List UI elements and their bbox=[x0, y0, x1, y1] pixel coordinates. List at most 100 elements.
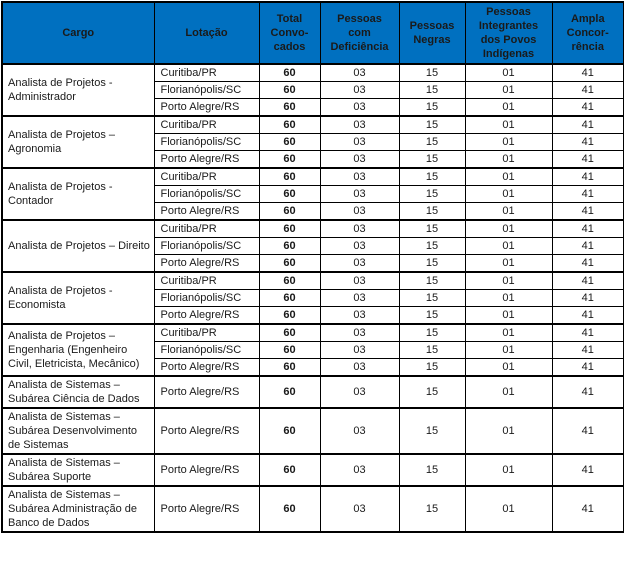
ampla-concorrencia-cell: 41 bbox=[551, 202, 624, 221]
table-row: Analista de Sistemas – Subárea Administr… bbox=[1, 485, 624, 533]
lotacao-cell: Porto Alegre/RS bbox=[153, 407, 260, 455]
cargo-cell: Analista de Projetos - Administrador bbox=[1, 63, 155, 117]
lotacao-cell: Florianópolis/SC bbox=[153, 81, 260, 99]
ampla-concorrencia-cell: 41 bbox=[551, 237, 624, 255]
total-convocados-cell: 60 bbox=[258, 341, 321, 359]
povos-indigenas-cell: 01 bbox=[464, 237, 553, 255]
pessoas-negras-cell: 15 bbox=[398, 185, 466, 203]
pessoas-com-deficiencia-cell: 03 bbox=[319, 453, 400, 487]
pessoas-negras-cell: 15 bbox=[398, 453, 466, 487]
pessoas-negras-cell: 15 bbox=[398, 407, 466, 455]
lotacao-cell: Porto Alegre/RS bbox=[153, 254, 260, 273]
pessoas-negras-cell: 15 bbox=[398, 289, 466, 307]
pessoas-negras-cell: 15 bbox=[398, 202, 466, 221]
total-convocados-cell: 60 bbox=[258, 115, 321, 134]
total-convocados-cell: 60 bbox=[258, 98, 321, 117]
pessoas-negras-cell: 15 bbox=[398, 485, 466, 533]
cargo-cell: Analista de Sistemas – Subárea Ciência d… bbox=[1, 375, 155, 409]
total-convocados-cell: 60 bbox=[258, 185, 321, 203]
table-row: Florianópolis/SC 60 03 15 01 41 bbox=[2, 81, 624, 99]
column-header-lotacao: Lotação bbox=[153, 1, 260, 65]
pessoas-negras-cell: 15 bbox=[398, 115, 466, 134]
cargo-cell: Analista de Sistemas – Subárea Administr… bbox=[1, 485, 155, 533]
total-convocados-cell: 60 bbox=[258, 485, 321, 533]
ampla-concorrencia-cell: 41 bbox=[551, 341, 624, 359]
lotacao-cell: Curitiba/PR bbox=[153, 63, 260, 82]
pessoas-com-deficiencia-cell: 03 bbox=[319, 185, 400, 203]
pessoas-com-deficiencia-cell: 03 bbox=[319, 202, 400, 221]
table-row: Florianópolis/SC 60 03 15 01 41 bbox=[2, 237, 624, 255]
pessoas-com-deficiencia-cell: 03 bbox=[319, 98, 400, 117]
table-row: Analista de Projetos - Administrador Curi… bbox=[1, 63, 624, 117]
ampla-concorrencia-cell: 41 bbox=[551, 323, 624, 342]
pessoas-com-deficiencia-cell: 03 bbox=[319, 115, 400, 134]
cargo-cell: Analista de Sistemas – Subárea Desenvolv… bbox=[1, 407, 155, 455]
pessoas-com-deficiencia-cell: 03 bbox=[319, 306, 400, 325]
column-header-indigenas: Pessoas Integrantes dos Povos Indígenas bbox=[464, 1, 553, 65]
ampla-concorrencia-cell: 41 bbox=[551, 289, 624, 307]
ampla-concorrencia-cell: 41 bbox=[551, 63, 624, 82]
cargo-cell: Analista de Projetos – Engenharia (Engen… bbox=[1, 323, 155, 377]
table-row: Analista de Projetos – Direito Curitiba/P… bbox=[1, 219, 624, 273]
povos-indigenas-cell: 01 bbox=[464, 485, 553, 533]
povos-indigenas-cell: 01 bbox=[464, 81, 553, 99]
povos-indigenas-cell: 01 bbox=[464, 407, 553, 455]
ampla-concorrencia-cell: 41 bbox=[551, 375, 624, 409]
total-convocados-cell: 60 bbox=[258, 254, 321, 273]
povos-indigenas-cell: 01 bbox=[464, 115, 553, 134]
table-row: Analista de Projetos – Engenharia (Engen… bbox=[1, 323, 624, 377]
cargo-cell: Analista de Projetos – Direito bbox=[1, 219, 155, 273]
table-row: Analista de Sistemas – Subárea Ciência d… bbox=[1, 375, 624, 409]
pessoas-com-deficiencia-cell: 03 bbox=[319, 485, 400, 533]
table-row: Florianópolis/SC 60 03 15 01 41 bbox=[2, 341, 624, 359]
ampla-concorrencia-cell: 41 bbox=[551, 115, 624, 134]
lotacao-cell: Porto Alegre/RS bbox=[153, 453, 260, 487]
povos-indigenas-cell: 01 bbox=[464, 254, 553, 273]
cargo-cell: Analista de Projetos - Economista bbox=[1, 271, 155, 325]
cargo-cell: Analista de Sistemas – Subárea Suporte bbox=[1, 453, 155, 487]
lotacao-cell: Florianópolis/SC bbox=[153, 185, 260, 203]
total-convocados-cell: 60 bbox=[258, 453, 321, 487]
povos-indigenas-cell: 01 bbox=[464, 306, 553, 325]
total-convocados-cell: 60 bbox=[258, 167, 321, 186]
lotacao-cell: Curitiba/PR bbox=[153, 167, 260, 186]
ampla-concorrencia-cell: 41 bbox=[551, 254, 624, 273]
povos-indigenas-cell: 01 bbox=[464, 219, 553, 238]
pessoas-negras-cell: 15 bbox=[398, 323, 466, 342]
cargo-cell: Analista de Projetos – Agronomia bbox=[1, 115, 155, 169]
povos-indigenas-cell: 01 bbox=[464, 289, 553, 307]
pessoas-negras-cell: 15 bbox=[398, 150, 466, 169]
ampla-concorrencia-cell: 41 bbox=[551, 485, 624, 533]
pessoas-com-deficiencia-cell: 03 bbox=[319, 150, 400, 169]
ampla-concorrencia-cell: 41 bbox=[551, 219, 624, 238]
pessoas-com-deficiencia-cell: 03 bbox=[319, 341, 400, 359]
ampla-concorrencia-cell: 41 bbox=[551, 306, 624, 325]
povos-indigenas-cell: 01 bbox=[464, 202, 553, 221]
convocation-quota-table: Cargo Lotação Total Convo- cados Pessoas… bbox=[1, 1, 624, 533]
pessoas-negras-cell: 15 bbox=[398, 306, 466, 325]
ampla-concorrencia-cell: 41 bbox=[551, 167, 624, 186]
povos-indigenas-cell: 01 bbox=[464, 358, 553, 377]
pessoas-com-deficiencia-cell: 03 bbox=[319, 289, 400, 307]
pessoas-com-deficiencia-cell: 03 bbox=[319, 219, 400, 238]
povos-indigenas-cell: 01 bbox=[464, 167, 553, 186]
total-convocados-cell: 60 bbox=[258, 358, 321, 377]
pessoas-negras-cell: 15 bbox=[398, 254, 466, 273]
table-row: Analista de Projetos - Economista Curitib… bbox=[1, 271, 624, 325]
pessoas-com-deficiencia-cell: 03 bbox=[319, 407, 400, 455]
povos-indigenas-cell: 01 bbox=[464, 453, 553, 487]
lotacao-cell: Florianópolis/SC bbox=[153, 133, 260, 151]
column-header-cargo: Cargo bbox=[1, 1, 155, 65]
pessoas-com-deficiencia-cell: 03 bbox=[319, 323, 400, 342]
pessoas-negras-cell: 15 bbox=[398, 133, 466, 151]
total-convocados-cell: 60 bbox=[258, 219, 321, 238]
ampla-concorrencia-cell: 41 bbox=[551, 133, 624, 151]
ampla-concorrencia-cell: 41 bbox=[551, 98, 624, 117]
pessoas-negras-cell: 15 bbox=[398, 63, 466, 82]
lotacao-cell: Florianópolis/SC bbox=[153, 289, 260, 307]
povos-indigenas-cell: 01 bbox=[464, 341, 553, 359]
table-row: Analista de Sistemas – Subárea Suporte Po… bbox=[1, 453, 624, 487]
povos-indigenas-cell: 01 bbox=[464, 98, 553, 117]
lotacao-cell: Porto Alegre/RS bbox=[153, 150, 260, 169]
total-convocados-cell: 60 bbox=[258, 202, 321, 221]
